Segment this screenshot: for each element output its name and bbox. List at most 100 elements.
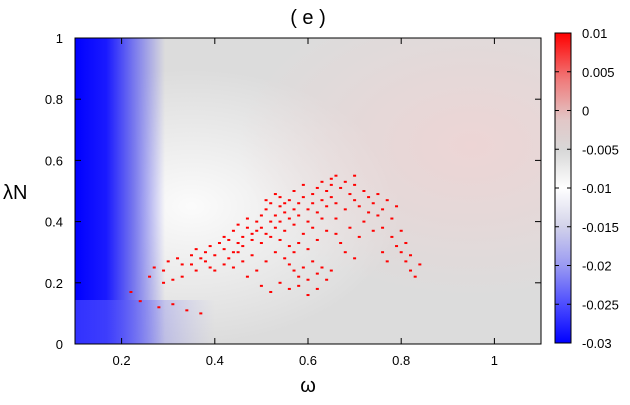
- positive-point: [269, 235, 273, 238]
- positive-point: [264, 232, 268, 235]
- positive-point: [320, 266, 324, 269]
- positive-point: [231, 229, 235, 232]
- positive-point: [245, 226, 249, 229]
- positive-point: [320, 217, 324, 220]
- positive-point: [213, 254, 217, 257]
- colorbar-tick-label: -0.015: [582, 220, 619, 235]
- positive-point: [315, 211, 319, 214]
- positive-point: [278, 238, 282, 241]
- positive-point: [255, 269, 259, 272]
- positive-point: [259, 284, 263, 287]
- positive-point: [283, 257, 287, 260]
- colorbar-tick-label: 0.005: [582, 65, 615, 80]
- positive-point: [409, 269, 413, 272]
- positive-point: [241, 260, 245, 263]
- positive-point: [292, 223, 296, 226]
- y-tick-label: 0.6: [45, 153, 63, 168]
- positive-point: [162, 269, 166, 272]
- positive-point: [278, 281, 282, 284]
- positive-point: [176, 257, 180, 260]
- positive-point: [395, 205, 399, 208]
- positive-point: [213, 269, 217, 272]
- positive-point: [292, 269, 296, 272]
- positive-point: [264, 260, 268, 263]
- positive-point: [404, 242, 408, 245]
- positive-point: [385, 199, 389, 202]
- positive-point: [255, 229, 259, 232]
- positive-point: [208, 266, 212, 269]
- positive-point: [353, 183, 357, 186]
- x-tick-label: 0.2: [113, 353, 131, 368]
- positive-point: [203, 260, 207, 263]
- positive-points-layer: [129, 174, 422, 315]
- positive-point: [203, 251, 207, 254]
- positive-point: [329, 177, 333, 180]
- positive-point: [292, 190, 296, 192]
- positive-point: [301, 196, 305, 199]
- positive-point: [241, 245, 245, 248]
- positive-point: [404, 260, 408, 263]
- x-axis: 0.2 0.4 0.6 0.8 1: [113, 38, 498, 368]
- positive-point: [376, 214, 380, 217]
- heatmap-negative-band: [75, 38, 165, 344]
- positive-point: [292, 251, 296, 254]
- positive-point: [297, 284, 301, 287]
- positive-point: [171, 278, 175, 281]
- positive-point: [320, 180, 324, 183]
- positive-point: [343, 251, 347, 254]
- colorbar-tick-label: -0.005: [582, 142, 619, 157]
- positive-point: [409, 254, 413, 257]
- y-tick-label: 0: [56, 337, 63, 352]
- x-tick-label: 0.8: [392, 353, 410, 368]
- positive-point: [311, 202, 315, 205]
- positive-point: [190, 254, 193, 257]
- positive-point: [292, 208, 296, 211]
- positive-point: [227, 238, 231, 241]
- positive-point: [381, 226, 385, 229]
- positive-point: [399, 251, 403, 254]
- positive-point: [231, 251, 235, 254]
- positive-point: [418, 263, 422, 266]
- positive-point: [357, 235, 361, 238]
- positive-point: [283, 229, 287, 232]
- positive-point: [301, 266, 305, 269]
- positive-point: [259, 226, 263, 229]
- positive-point: [171, 303, 175, 306]
- positive-point: [250, 254, 254, 257]
- positive-point: [399, 229, 403, 232]
- positive-point: [278, 205, 282, 208]
- positive-point: [236, 242, 240, 245]
- y-tick-label: 0.2: [45, 276, 63, 291]
- positive-point: [311, 226, 315, 229]
- positive-point: [157, 306, 161, 309]
- positive-point: [325, 278, 329, 281]
- positive-point: [148, 275, 152, 278]
- positive-point: [287, 217, 291, 220]
- colorbar: 0.01 0.005 0 -0.005 -0.01 -0.015 -0.02 -0.025 -0…: [554, 26, 619, 351]
- positive-point: [339, 242, 343, 245]
- heatmap-negative-bottom: [75, 300, 215, 344]
- positive-point: [325, 190, 329, 192]
- positive-point: [287, 245, 291, 248]
- positive-point: [129, 290, 133, 293]
- colorbar-tick-label: 0.01: [582, 26, 607, 41]
- colorbar-tick-label: 0: [582, 104, 589, 119]
- positive-point: [185, 309, 189, 312]
- positive-point: [152, 266, 156, 269]
- positive-point: [194, 269, 198, 272]
- positive-point: [273, 251, 277, 254]
- positive-point: [283, 202, 287, 205]
- positive-point: [306, 208, 310, 211]
- positive-point: [217, 242, 221, 245]
- chart-title: ( e ): [290, 7, 326, 29]
- positive-point: [208, 245, 212, 248]
- positive-point: [278, 220, 282, 223]
- y-tick-label: 0.4: [45, 215, 63, 230]
- positive-point: [297, 242, 301, 245]
- positive-point: [273, 214, 277, 217]
- positive-point: [353, 257, 357, 260]
- positive-point: [278, 196, 282, 199]
- positive-point: [329, 269, 333, 272]
